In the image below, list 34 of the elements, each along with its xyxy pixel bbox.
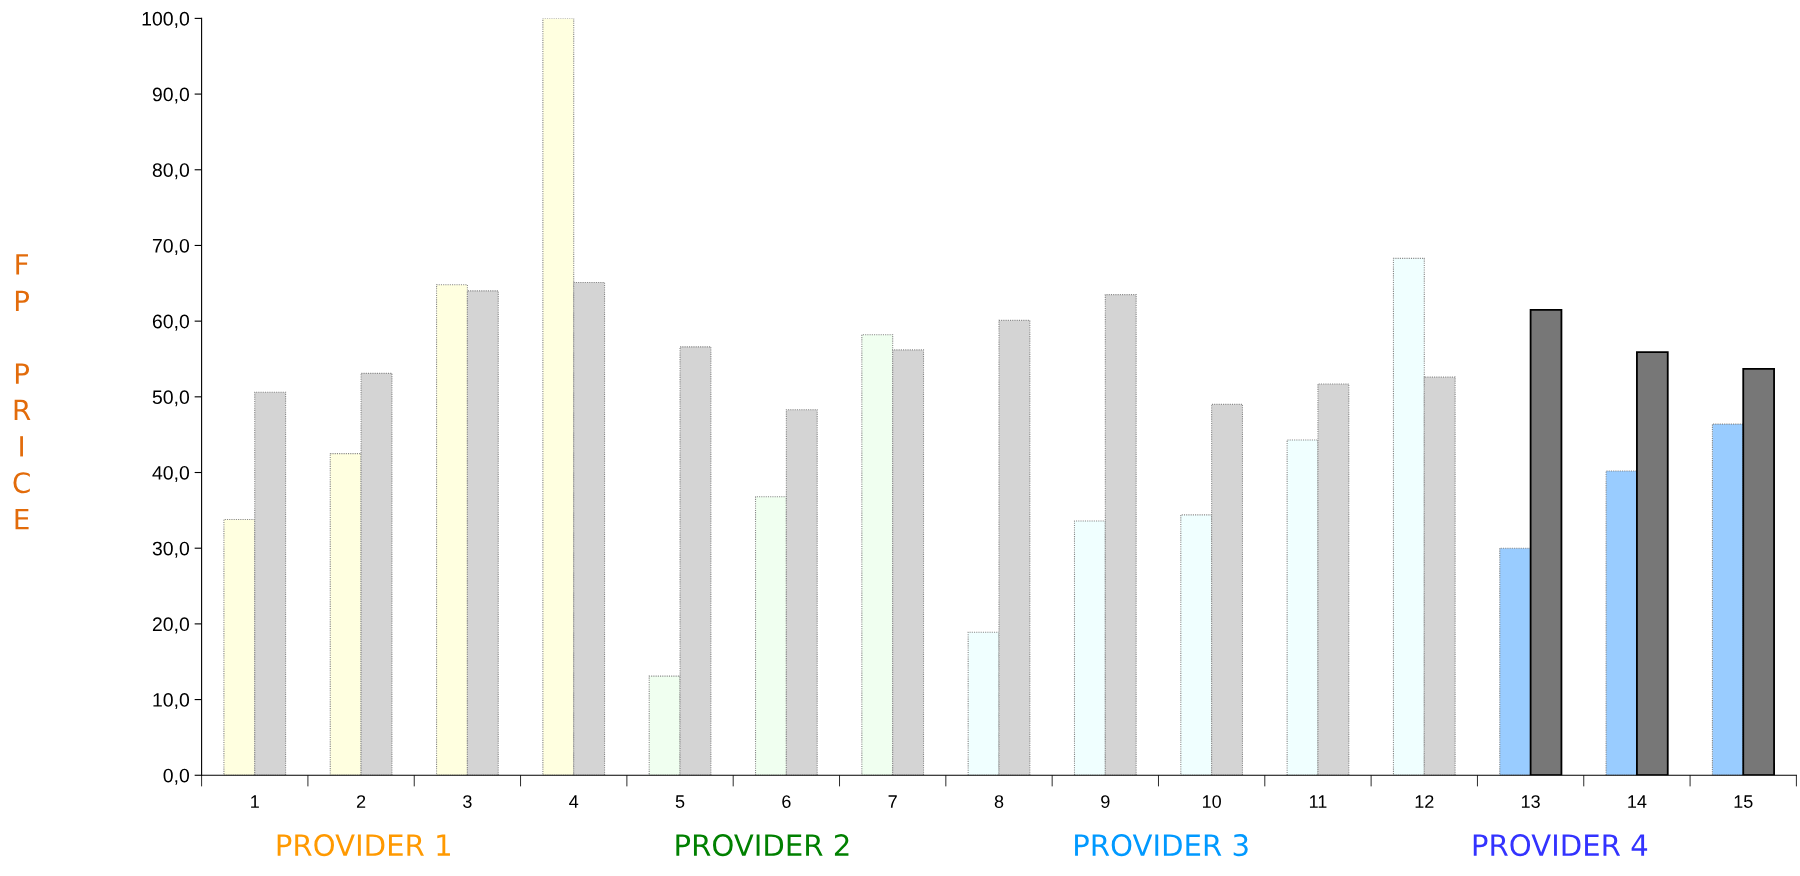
text: PROVIDER 2 bbox=[676, 834, 849, 857]
x-tick-label: 11 bbox=[1309, 795, 1327, 808]
x-tick-label: 1 bbox=[251, 795, 259, 808]
y-tick-label: 100,0 bbox=[142, 11, 190, 28]
x-tick-label: 3 bbox=[463, 795, 472, 808]
y-tick-label: 50,0 bbox=[152, 390, 190, 407]
y-tick-label: 40,0 bbox=[152, 465, 190, 483]
y-tick-label: 0,0 bbox=[163, 768, 190, 785]
x-tick-label: 7 bbox=[888, 795, 897, 808]
y-tick-label: 90,0 bbox=[152, 87, 190, 104]
bar bbox=[1605, 470, 1638, 776]
y-tick-label: 80,0 bbox=[152, 163, 190, 180]
y-tick-label: 30,0 bbox=[152, 541, 190, 558]
bar bbox=[1499, 547, 1532, 776]
x-tick-label: 4 bbox=[569, 795, 579, 808]
x-tick-label: 10 bbox=[1202, 795, 1221, 808]
text: PROVIDER 1 bbox=[277, 834, 450, 857]
x-tick-label: 13 bbox=[1521, 795, 1540, 808]
x-tick-label: 2 bbox=[356, 795, 366, 808]
x-tick-label: 8 bbox=[994, 795, 1004, 808]
y-tick-label: 70,0 bbox=[152, 238, 190, 255]
bar bbox=[1711, 423, 1744, 776]
x-tick-label: 15 bbox=[1734, 795, 1753, 808]
x-tick-label: 14 bbox=[1628, 795, 1647, 808]
y-tick-label: 10,0 bbox=[153, 693, 190, 710]
x-tick-label: 9 bbox=[1101, 795, 1110, 808]
x-tick-label: 5 bbox=[675, 795, 685, 808]
x-tick-label: 12 bbox=[1415, 795, 1434, 808]
y-tick-label: 20,0 bbox=[152, 617, 190, 634]
text: FP PRICE bbox=[13, 254, 31, 530]
y-tick-label: 60,0 bbox=[152, 314, 190, 331]
text: PROVIDER 3 bbox=[1075, 834, 1248, 857]
x-tick-label: 6 bbox=[782, 795, 791, 808]
text: PROVIDER 4 bbox=[1473, 834, 1648, 857]
